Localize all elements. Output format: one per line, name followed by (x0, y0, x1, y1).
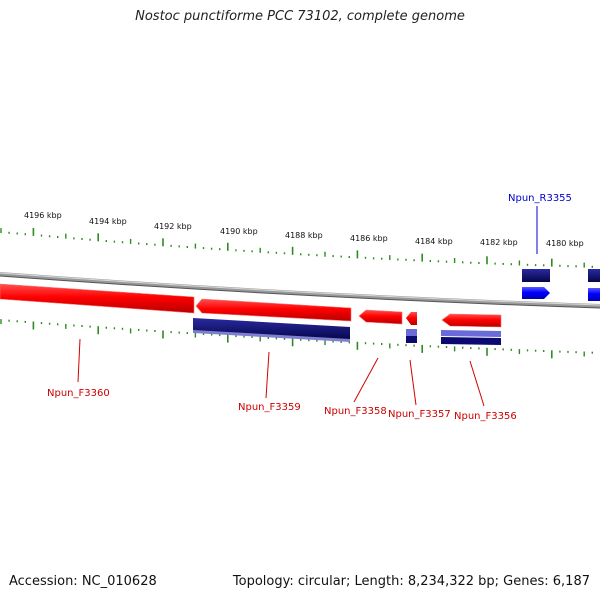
feature-npun-f3358-gene (358, 309, 403, 325)
topology-text: Topology: circular; Length: 8,234,322 bp… (232, 574, 590, 589)
accession-text: Accession: NC_010628 (9, 574, 157, 589)
gene-labels: Npun_F3360 Npun_F3359 Npun_F3358 Npun_F3… (47, 193, 572, 422)
map-title: Nostoc punctiforme PCC 73102, complete g… (135, 9, 465, 24)
lower-scale-ticks (0, 319, 593, 359)
gene-label-npun-f3360: Npun_F3360 (47, 388, 110, 399)
reverse-features (522, 269, 600, 301)
label-leaders (77, 206, 538, 407)
gene-label-npun-r3355: Npun_R3355 (508, 193, 572, 204)
scale-label: 4186 kbp (350, 234, 388, 243)
feature-next-gene (588, 288, 600, 301)
cds-npun-f3356 (441, 330, 501, 337)
feature-npun-f3356-gene (441, 313, 502, 328)
upper-scale-ticks (0, 227, 593, 268)
scale-label: 4188 kbp (285, 231, 323, 240)
cds-npun-f3357 (406, 329, 417, 336)
scale-label: 4182 kbp (480, 238, 518, 247)
cds-track (193, 318, 501, 345)
feature-npun-f3357-gene (406, 312, 417, 325)
feature-npun-f3359-gene (195, 298, 352, 322)
forward-features (0, 283, 502, 328)
gene-label-npun-f3357: Npun_F3357 (388, 409, 451, 420)
scale-label: 4196 kbp (24, 211, 62, 220)
gene-label-npun-f3356: Npun_F3356 (454, 411, 517, 422)
scale-label: 4192 kbp (154, 222, 192, 231)
feature-next-cds (588, 269, 600, 282)
scale-label: 4194 kbp (89, 217, 127, 226)
gene-label-npun-f3359: Npun_F3359 (238, 402, 301, 413)
feature-npun-f3360-gene (0, 283, 195, 314)
scale-label: 4184 kbp (415, 237, 453, 246)
genome-backbone (0, 272, 600, 309)
feature-npun-r3355-gene (522, 287, 550, 299)
cds-npun-f3359 (193, 318, 350, 340)
scale-label: 4180 kbp (546, 239, 584, 248)
scale-label: 4190 kbp (220, 227, 258, 236)
gene-label-npun-f3358: Npun_F3358 (324, 406, 387, 417)
scale-labels: 4196 kbp 4194 kbp 4192 kbp 4190 kbp 4188… (24, 211, 584, 248)
feature-npun-r3355-cds (522, 269, 550, 282)
